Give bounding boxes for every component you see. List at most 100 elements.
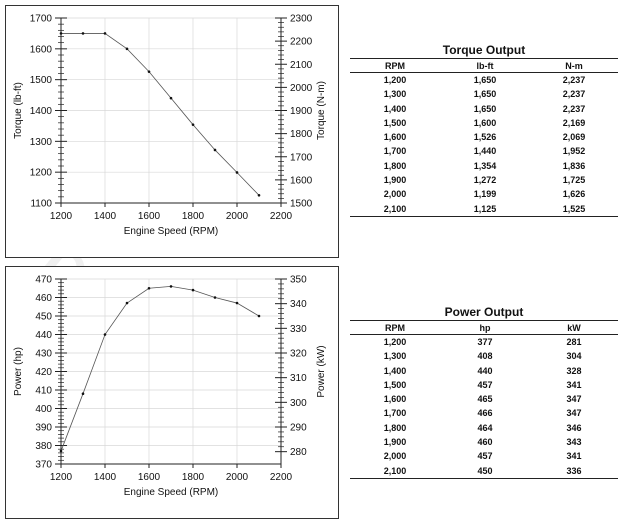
torque-x-tick-label: 2200: [270, 211, 293, 222]
torque-y2-tick-label: 1600: [290, 175, 313, 186]
power-table-cell: 1,400: [383, 365, 407, 376]
power-y2-tick-label: 290: [290, 423, 307, 434]
power-x-tick-label: 2200: [270, 472, 293, 483]
power-table-cell: 343: [566, 437, 582, 448]
torque-data-point: [169, 96, 173, 100]
power-y-tick-label: 440: [35, 330, 52, 341]
torque-table-row: 1,900 1,272 1,725: [350, 173, 618, 187]
power-table-row: 2,000 457 341: [350, 449, 618, 463]
torque-y2-tick-label: 1500: [290, 199, 313, 210]
power-table-cell: 1,900: [383, 437, 407, 448]
power-series-line: [60, 285, 260, 452]
torque-table-row: 2,000 1,199 1,626: [350, 187, 618, 201]
torque-y2-tick-label: 1700: [290, 152, 313, 163]
torque-table-cell: 1,626: [562, 189, 586, 200]
power-data-point: [235, 301, 239, 305]
power-table-cell: 1,600: [383, 394, 407, 405]
power-table-cell: 457: [477, 451, 493, 462]
power-table-cell: 328: [566, 365, 582, 376]
torque-table-cell: 2,169: [562, 117, 586, 128]
power-table-cell: 377: [477, 337, 493, 347]
torque-table-cell: 2,100: [350, 201, 440, 217]
torque-table-cell: 1,199: [473, 189, 497, 200]
power-table-cell: 281: [566, 337, 582, 347]
torque-y-tick-label: 1700: [30, 14, 53, 25]
torque-header-lbft: lb-ft: [440, 58, 530, 73]
torque-y-tick-label: 1600: [30, 44, 53, 55]
torque-table-row: 2,100 1,125 1,525: [350, 201, 618, 217]
power-data-point: [257, 314, 261, 318]
power-table-cell: 2,100: [350, 463, 440, 479]
torque-table-row: 1,200 1,650 2,237: [350, 73, 618, 88]
torque-table-body: 1,200 1,650 2,237 1,300 1,650 2,237 1,400 1,650…: [350, 73, 618, 217]
power-y-tick-label: 470: [35, 275, 52, 286]
torque-data-point: [257, 193, 261, 197]
power-y-tick-label: 380: [35, 441, 52, 452]
torque-table-row: 1,700 1,440 1,952: [350, 144, 618, 158]
power-chart: 370 380 390 400 410 420 430 440 450 460 470 280 290 3…: [5, 266, 339, 519]
torque-table-cell: 2,237: [562, 89, 586, 100]
torque-y2-tick-label: 1900: [290, 106, 313, 117]
torque-table-cell: 1,440: [473, 146, 497, 157]
torque-table-cell: 1,700: [383, 146, 407, 157]
torque-data-point: [81, 32, 85, 35]
power-x-tick-label: 1400: [94, 472, 117, 483]
torque-table-cell: 1,272: [473, 175, 497, 186]
power-table-cell: 1,800: [383, 422, 407, 433]
torque-x-tick-label: 1400: [94, 211, 117, 222]
torque-y-axis-label: Torque (lb-ft): [13, 82, 24, 139]
torque-chart: 1100 1200 1300 1400 1500 1600 1700 1500 1600 1700…: [5, 5, 339, 258]
power-y2-tick-label: 330: [290, 324, 307, 335]
power-y2-tick-label: 350: [290, 275, 307, 286]
torque-table-cell: 1,600: [473, 117, 497, 128]
torque-table-cell: 1,200: [383, 75, 407, 85]
torque-table-row: 1,500 1,600 2,169: [350, 116, 618, 130]
power-data-point: [191, 288, 195, 292]
torque-table-cell: 1,525: [530, 201, 618, 217]
power-data-point: [125, 301, 129, 305]
power-table-row: 1,500 457 341: [350, 378, 618, 392]
torque-y2-tick-label: 2200: [290, 37, 313, 48]
power-table-cell: 464: [477, 422, 493, 433]
power-chart-svg: 370 380 390 400 410 420 430 440 450 460 470 280 290 3…: [13, 275, 327, 499]
power-table-row: 1,300 408 304: [350, 349, 618, 363]
power-y2-tick-label: 340: [290, 299, 307, 310]
torque-data-point: [103, 32, 107, 35]
torque-series-line: [61, 33, 260, 196]
power-table-cell: 408: [477, 351, 493, 362]
torque-y2-tick-label: 2000: [290, 83, 313, 94]
power-y-tick-label: 410: [35, 386, 52, 397]
torque-table-cell: 1,600: [383, 132, 407, 143]
power-y-tick-label: 460: [35, 293, 52, 304]
power-y-axis-label: Power (hp): [13, 347, 24, 396]
power-table-cell: 341: [566, 451, 582, 462]
torque-y2-tick-label: 2100: [290, 60, 313, 71]
power-table-cell: 450: [440, 463, 530, 479]
torque-table-row: 1,400 1,650 2,237: [350, 102, 618, 116]
power-table-row: 1,400 440 328: [350, 364, 618, 378]
torque-table-cell: 1,836: [562, 160, 586, 171]
power-y2-axis-label: Power (kW): [316, 345, 327, 397]
torque-data-point: [125, 47, 129, 51]
power-table-cell: 347: [566, 394, 582, 405]
torque-table: Torque Output RPM lb-ft N-m 1,200 1,650 2,…: [350, 43, 618, 217]
power-table-header: RPM hp kW: [350, 320, 618, 335]
torque-chart-svg: 1100120013001400150016001700150016001700…: [13, 14, 327, 238]
torque-table-title: Torque Output: [442, 43, 526, 57]
torque-y-tick-label: 1400: [30, 106, 53, 117]
torque-table-cell: 1,526: [473, 132, 497, 143]
power-table-row: 1,600 465 347: [350, 392, 618, 406]
torque-table-cell: 1,650: [473, 103, 497, 114]
power-y2-tick-label: 280: [290, 447, 307, 458]
power-table-cell: 1,300: [383, 351, 407, 362]
torque-table-cell: 1,650: [473, 89, 497, 100]
power-y-tick-label: 430: [35, 349, 52, 360]
power-table-row: 1,700 466 347: [350, 406, 618, 420]
power-y-tick-label: 370: [35, 460, 52, 471]
torque-table-cell: 2,000: [383, 189, 407, 200]
power-data-point: [213, 296, 217, 299]
power-y2-tick-label: 300: [290, 398, 307, 409]
torque-table-cell: 1,952: [562, 146, 586, 157]
power-table-cell: 1,700: [383, 408, 407, 419]
power-x-tick-label: 2000: [226, 472, 249, 483]
